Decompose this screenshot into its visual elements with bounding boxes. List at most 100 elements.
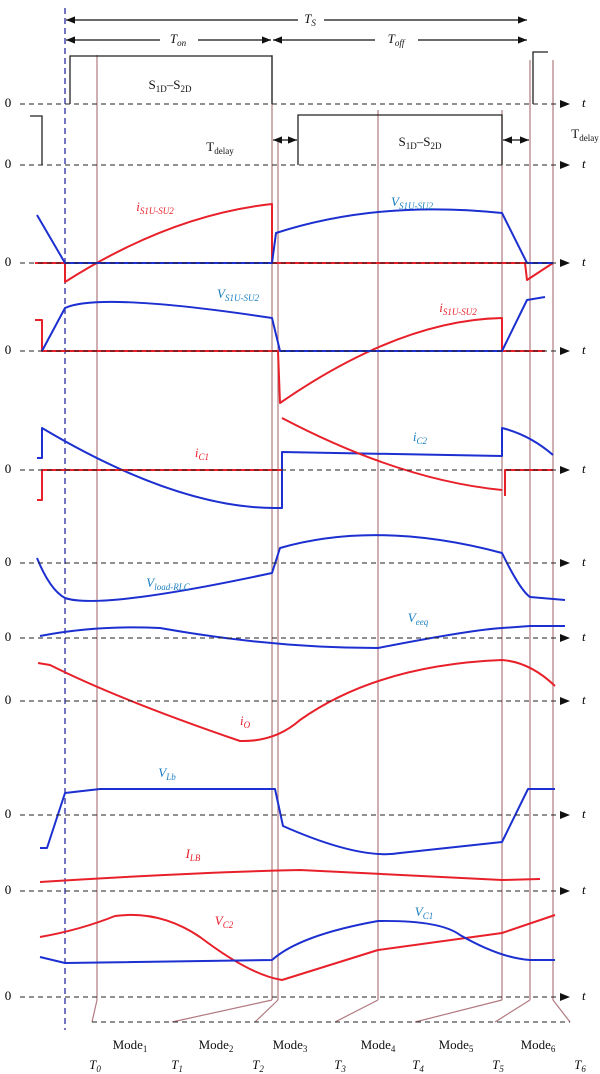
label-sub: 0 bbox=[96, 1064, 101, 1074]
axis-arrow bbox=[560, 559, 570, 567]
signal-label: iO bbox=[240, 713, 251, 730]
label-main: Mode bbox=[273, 1037, 304, 1052]
axis-arrow bbox=[560, 697, 570, 705]
signal-label: iC2 bbox=[413, 429, 428, 446]
label-main: T bbox=[252, 1057, 260, 1072]
time-point-label: T3 bbox=[334, 1057, 346, 1074]
time-point-label: T0 bbox=[89, 1057, 101, 1074]
zero-label: 0 bbox=[5, 554, 12, 569]
label-sub: 3 bbox=[340, 1064, 346, 1074]
signal-label: iC1 bbox=[195, 445, 209, 462]
label-sub: 4 bbox=[391, 1044, 396, 1054]
time-point-label: T6 bbox=[574, 1057, 586, 1074]
signal-label: S1D–S2D bbox=[149, 77, 192, 94]
axis-arrow bbox=[560, 347, 570, 355]
axis-arrow bbox=[560, 259, 570, 267]
label-main: i bbox=[413, 429, 417, 444]
label-sub: on bbox=[177, 38, 187, 48]
zero-label: 0 bbox=[5, 692, 12, 707]
axis-arrow bbox=[560, 634, 570, 642]
label-sub: 5 bbox=[469, 1044, 474, 1054]
label-main: S bbox=[149, 77, 156, 92]
label-main: Mode bbox=[199, 1037, 230, 1052]
label-sub: delay bbox=[214, 146, 234, 156]
mode-label: Mode3 bbox=[273, 1037, 308, 1054]
time-point-label: T4 bbox=[412, 1057, 424, 1074]
signal-label: iS1U-SU2 bbox=[439, 300, 477, 317]
label-main: T bbox=[89, 1057, 97, 1072]
mode-label: Mode2 bbox=[199, 1037, 234, 1054]
t-label: t bbox=[582, 629, 586, 644]
signal-label: Vload-RLC bbox=[146, 575, 190, 592]
mode-label: Mode6 bbox=[521, 1037, 556, 1054]
signal-label: VC1 bbox=[415, 904, 433, 921]
zero-label: 0 bbox=[5, 254, 12, 269]
label-main: T bbox=[492, 1057, 500, 1072]
zero-label: 0 bbox=[5, 806, 12, 821]
label-sub: load-RLC bbox=[154, 582, 191, 592]
t-label: t bbox=[582, 988, 586, 1003]
signal-label: Tdelay bbox=[206, 139, 234, 156]
label-main: T bbox=[170, 31, 178, 46]
signal-label: Ton bbox=[170, 31, 187, 48]
label-main: T bbox=[334, 1057, 342, 1072]
label-main: T bbox=[412, 1057, 420, 1072]
label-main: Mode bbox=[361, 1037, 392, 1052]
t-label: t bbox=[582, 342, 586, 357]
label-main: i bbox=[240, 713, 244, 728]
signal-label: Veeq bbox=[408, 610, 429, 627]
axis-arrow bbox=[560, 887, 570, 895]
label-sub: C2 bbox=[417, 436, 428, 446]
label-sub: 2D bbox=[180, 84, 192, 94]
signal-label: VS1U-SU2 bbox=[217, 286, 259, 303]
label-main: V bbox=[391, 194, 401, 209]
t-label: t bbox=[582, 461, 586, 476]
signal-label: Tdelay bbox=[571, 126, 599, 143]
label-sub: 5 bbox=[499, 1064, 504, 1074]
label-sub: O bbox=[244, 720, 251, 730]
zero-label: 0 bbox=[5, 988, 12, 1003]
label-sub: 6 bbox=[581, 1064, 586, 1074]
label-main: Mode bbox=[113, 1037, 144, 1052]
label-main: i bbox=[195, 445, 199, 460]
axis-arrow bbox=[560, 466, 570, 474]
label-main: S bbox=[399, 134, 406, 149]
t-label: t bbox=[582, 95, 586, 110]
label-sub: 4 bbox=[419, 1064, 424, 1074]
label-sub: S1U-SU2 bbox=[399, 201, 433, 211]
zero-label: 0 bbox=[5, 342, 12, 357]
axis-arrow bbox=[560, 993, 570, 1001]
mode-label: Mode4 bbox=[361, 1037, 396, 1054]
label-sub: 1D bbox=[406, 141, 418, 151]
label-sub: LB bbox=[189, 853, 201, 863]
label-sub: S1U-SU2 bbox=[225, 293, 259, 303]
label-main: V bbox=[408, 610, 418, 625]
label-sub: eeq bbox=[416, 617, 429, 627]
label-main: I bbox=[185, 846, 191, 861]
label-main: Mode bbox=[439, 1037, 470, 1052]
label-sub: Lb bbox=[165, 772, 176, 782]
signal-label: VLb bbox=[158, 765, 176, 782]
signal-label: iS1U-SU2 bbox=[136, 199, 174, 216]
signal-label: Toff bbox=[388, 31, 406, 48]
axis-arrow bbox=[560, 100, 570, 108]
label-main: T bbox=[304, 11, 312, 26]
mode-label: Mode5 bbox=[439, 1037, 474, 1054]
label-sub: 2 bbox=[229, 1044, 234, 1054]
label-sub: S bbox=[311, 18, 316, 28]
label-sub: off bbox=[395, 38, 406, 48]
t-label: t bbox=[582, 554, 586, 569]
label-sub: S1U-SU2 bbox=[140, 206, 174, 216]
label-sub: 6 bbox=[551, 1044, 556, 1054]
zero-label: 0 bbox=[5, 629, 12, 644]
zero-label: 0 bbox=[5, 95, 12, 110]
label-main: T bbox=[171, 1057, 179, 1072]
t-label: t bbox=[582, 254, 586, 269]
label-main: T bbox=[388, 31, 396, 46]
label-main: T bbox=[571, 126, 579, 141]
axis-arrow bbox=[560, 161, 570, 169]
label-main: –S bbox=[416, 134, 431, 149]
label-sub: 1 bbox=[178, 1064, 183, 1074]
label-sub: S1U-SU2 bbox=[443, 307, 477, 317]
